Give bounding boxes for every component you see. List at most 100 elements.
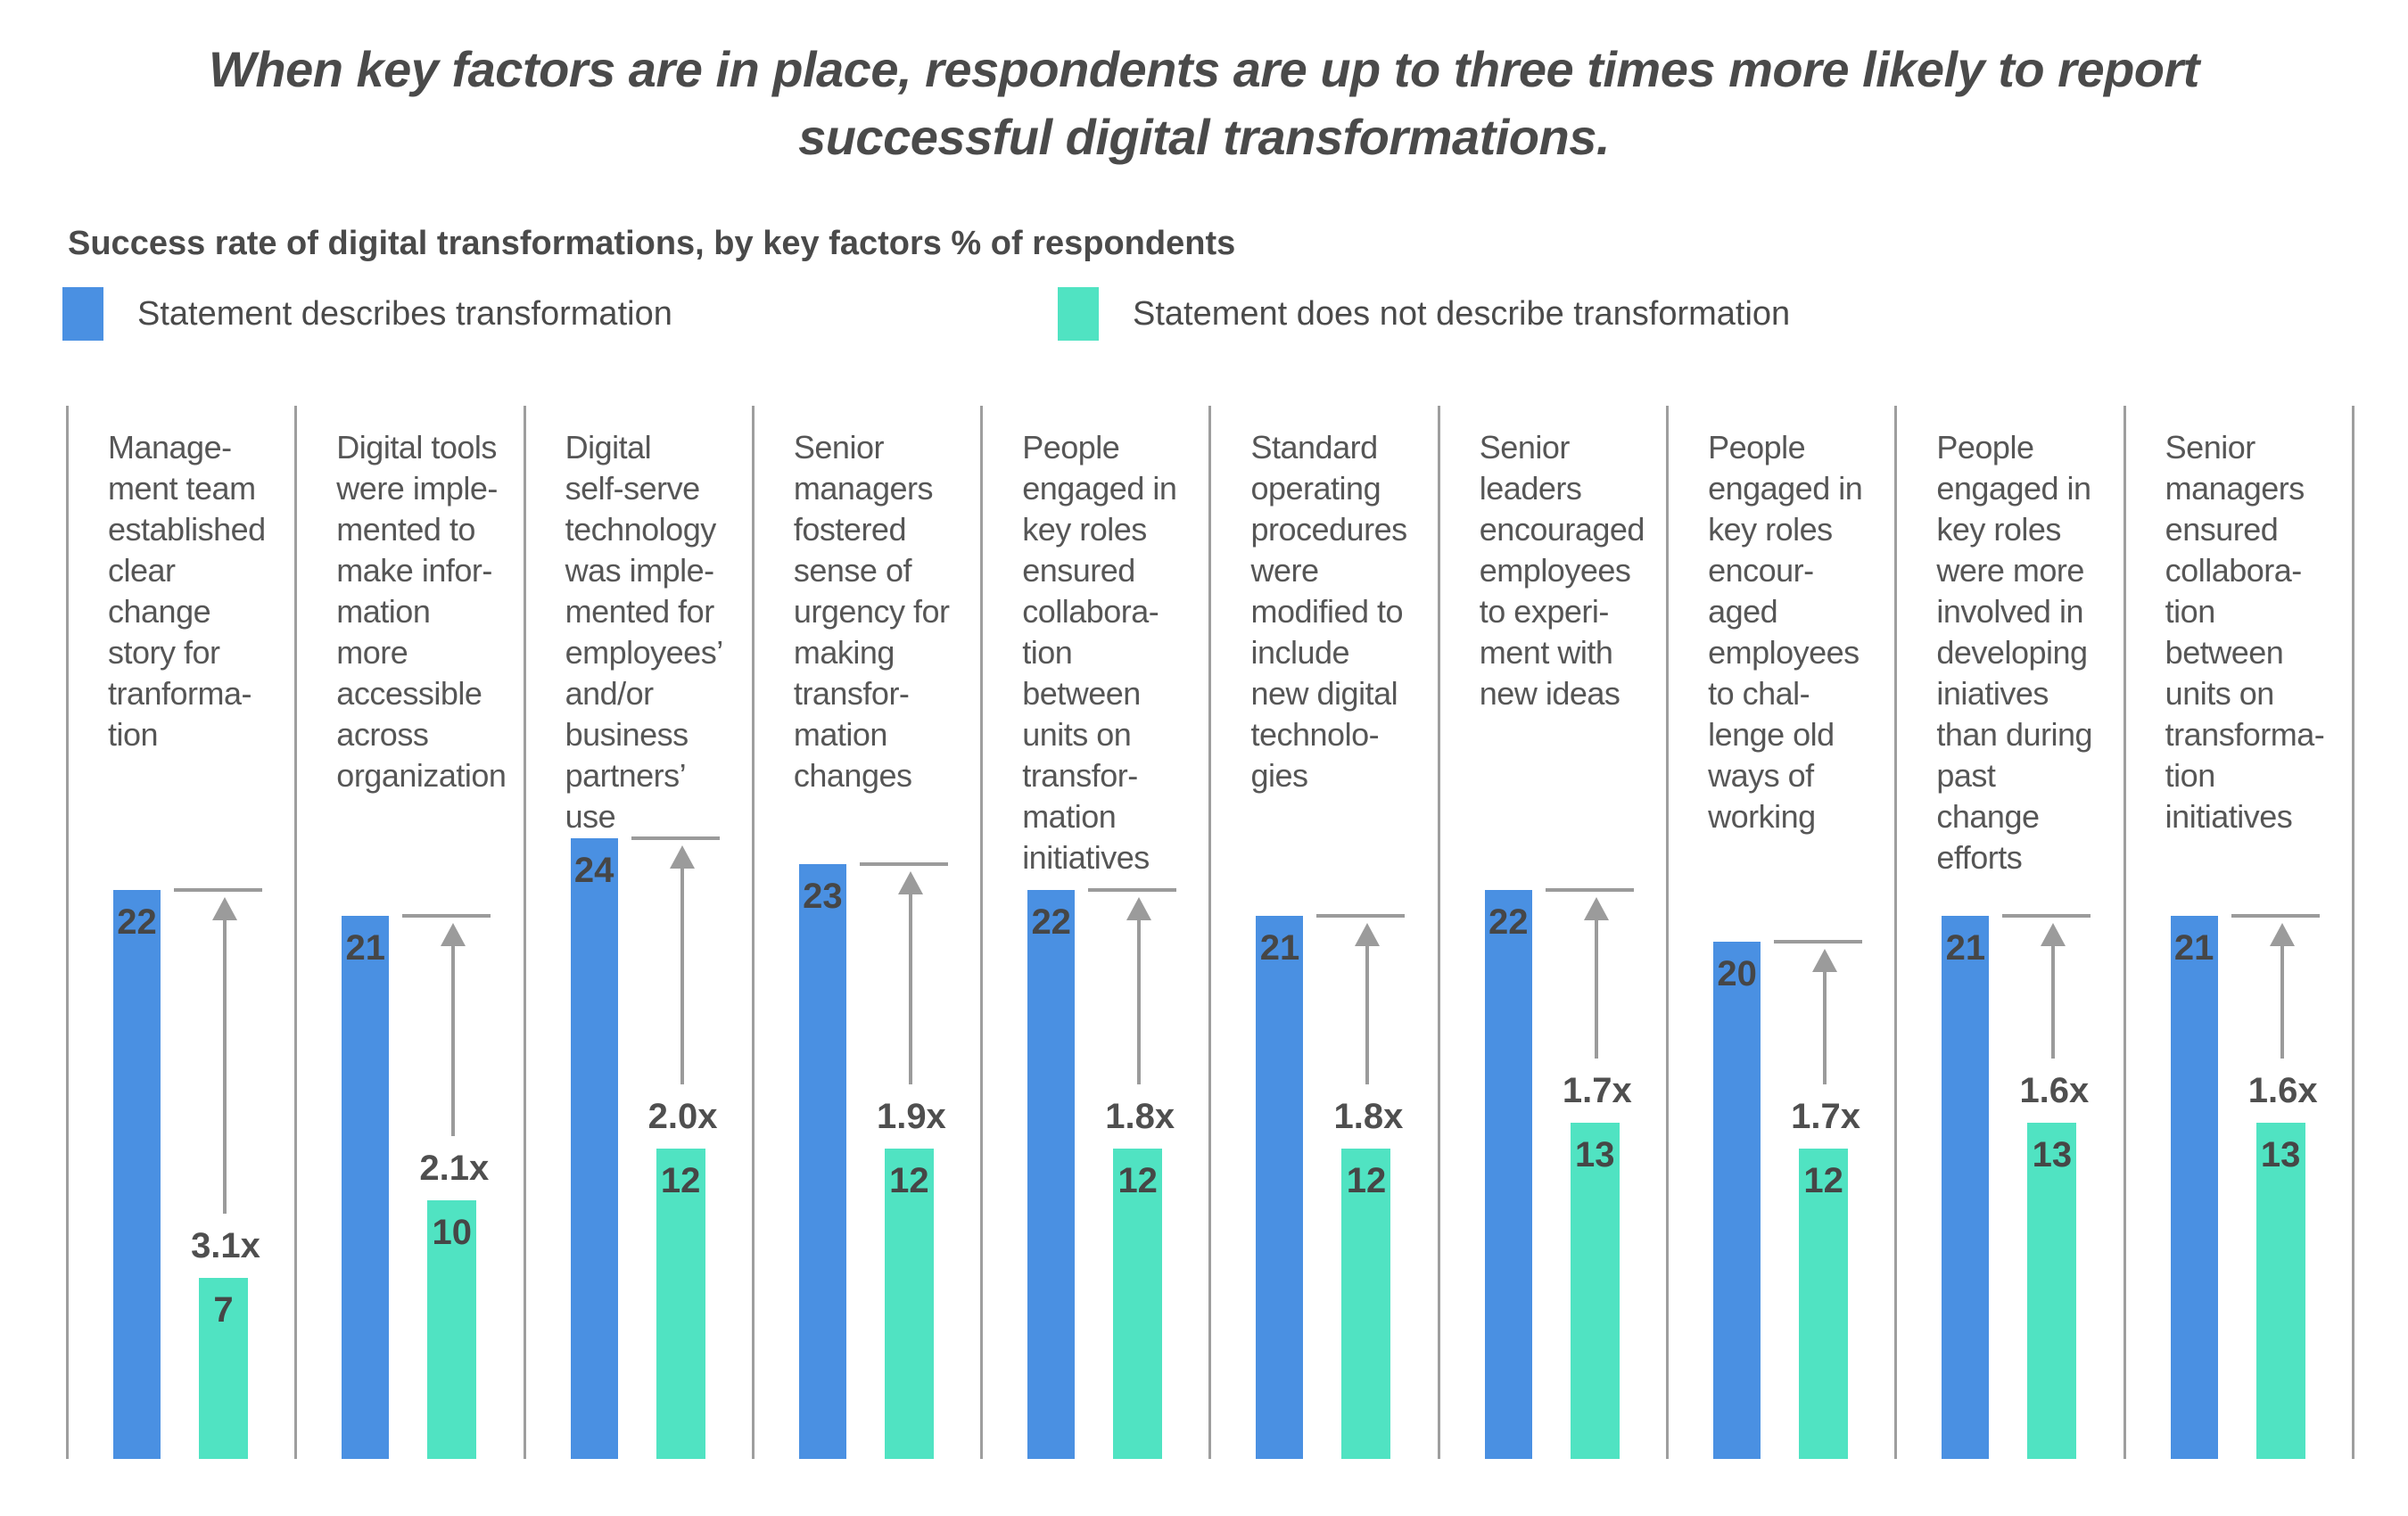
multiplier-arrow-shaft <box>680 865 684 1084</box>
legend-label-describes: Statement describes transformation <box>137 294 672 333</box>
category-label: Digital tools were imple- mented to make… <box>336 429 507 794</box>
multiplier-arrow-shaft <box>1137 917 1142 1084</box>
bar-statement-does-not-describe: 13 <box>2255 1123 2305 1459</box>
category-column-9: People engaged in key roles were more in… <box>1894 406 2123 1459</box>
multiplier-reference-line <box>174 888 262 892</box>
bar-statement-describes: 20 <box>1713 942 1761 1459</box>
category-label: People engaged in key roles encour- aged… <box>1708 429 1863 835</box>
category-label: Standard operating procedures were modif… <box>1250 429 1407 794</box>
category-column-4: Senior managers fostered sense of urgenc… <box>751 406 980 1459</box>
bar-value-describes: 20 <box>1717 954 1757 993</box>
legend-item-describes: Statement describes transformation <box>62 287 672 341</box>
bar-statement-does-not-describe: 12 <box>1113 1149 1163 1459</box>
category-column-8: People engaged in key roles encour- aged… <box>1666 406 1894 1459</box>
multiplier-arrow-head <box>212 897 237 920</box>
multiplier-arrow-shaft <box>1823 968 1827 1084</box>
category-label: Senior managers fostered sense of urgenc… <box>793 429 950 794</box>
bar-statement-describes: 22 <box>1484 890 1532 1459</box>
bar-value-describes: 21 <box>345 928 386 968</box>
bar-statement-does-not-describe: 10 <box>427 1200 477 1459</box>
multiplier-reference-line <box>402 914 491 918</box>
category-column-5: People engaged in key roles ensured coll… <box>980 406 1208 1459</box>
category-label: Digital self-serve technology was imple-… <box>565 429 724 835</box>
bar-statement-describes: 21 <box>2170 916 2218 1459</box>
multiplier-label: 3.1x <box>191 1226 260 1265</box>
category-label: People engaged in key roles ensured coll… <box>1022 429 1177 876</box>
multiplier-label: 1.9x <box>876 1097 946 1136</box>
multiplier-reference-line <box>1774 940 1863 943</box>
bar-value-does-not-describe: 12 <box>1803 1161 1843 1200</box>
multiplier-arrow-head <box>1126 897 1152 920</box>
multiplier-arrow-head <box>2041 923 2066 946</box>
chart-subtitle: Success rate of digital transformations,… <box>68 225 1236 262</box>
bar-value-does-not-describe: 13 <box>1575 1135 1615 1174</box>
bar-value-does-not-describe: 12 <box>660 1161 701 1200</box>
multiplier-arrow-head <box>1583 897 1609 920</box>
bar-value-describes: 21 <box>2173 928 2214 968</box>
bar-statement-describes: 22 <box>1027 890 1076 1459</box>
bar-value-does-not-describe: 13 <box>2260 1135 2301 1174</box>
multiplier-reference-line <box>2231 914 2320 918</box>
multiplier-label: 1.8x <box>1333 1097 1404 1136</box>
multiplier-reference-line <box>631 836 720 840</box>
bar-value-describes: 21 <box>1259 928 1300 968</box>
multiplier-label: 1.8x <box>1105 1097 1175 1136</box>
multiplier-label: 1.6x <box>2019 1071 2090 1110</box>
bar-statement-describes: 24 <box>570 838 618 1459</box>
multiplier-label: 2.1x <box>419 1149 490 1188</box>
category-column-3: Digital self-serve technology was imple-… <box>523 406 752 1459</box>
category-column-2: Digital tools were imple- mented to make… <box>294 406 523 1459</box>
multiplier-reference-line <box>2002 914 2091 918</box>
multiplier-arrow-head <box>897 871 923 894</box>
multiplier-arrow-shaft <box>1594 917 1598 1059</box>
category-label: Senior managers ensured collabora- tion … <box>2165 429 2325 835</box>
category-label: Senior leaders encouraged employees to e… <box>1479 429 1645 712</box>
multiplier-label: 1.7x <box>1562 1071 1632 1110</box>
multiplier-label: 1.6x <box>2247 1071 2318 1110</box>
bar-statement-describes: 21 <box>1942 916 1990 1459</box>
category-column-6: Standard operating procedures were modif… <box>1208 406 1437 1459</box>
multiplier-arrow-shaft <box>2051 943 2056 1059</box>
bar-chart: Manage- ment team established clear chan… <box>66 406 2354 1459</box>
multiplier-arrow-shaft <box>2280 943 2284 1059</box>
bar-statement-describes: 22 <box>113 890 161 1459</box>
multiplier-arrow-head <box>441 923 466 946</box>
multiplier-arrow-shaft <box>223 917 227 1214</box>
multiplier-reference-line <box>1316 914 1406 918</box>
bar-value-does-not-describe: 12 <box>1117 1161 1158 1200</box>
multiplier-reference-line <box>1545 888 1634 892</box>
legend-item-does-not-describe: Statement does not describe transformati… <box>1058 287 1790 341</box>
bar-value-does-not-describe: 12 <box>889 1161 929 1200</box>
multiplier-label: 1.7x <box>1791 1097 1860 1136</box>
category-column-1: Manage- ment team established clear chan… <box>66 406 294 1459</box>
bar-value-does-not-describe: 10 <box>432 1213 473 1252</box>
category-column-7: Senior leaders encouraged employees to e… <box>1437 406 1666 1459</box>
bar-statement-does-not-describe: 13 <box>1570 1123 1620 1459</box>
bar-statement-does-not-describe: 13 <box>2027 1123 2077 1459</box>
bar-value-does-not-describe: 7 <box>213 1290 234 1330</box>
bar-statement-describes: 23 <box>798 864 846 1459</box>
bar-value-describes: 21 <box>1945 928 1986 968</box>
multiplier-arrow-shaft <box>1365 943 1370 1084</box>
bar-statement-describes: 21 <box>1256 916 1304 1459</box>
multiplier-label: 2.0x <box>647 1097 718 1136</box>
bar-value-describes: 22 <box>1031 902 1071 942</box>
category-label: Manage- ment team established clear chan… <box>108 429 266 753</box>
bar-value-does-not-describe: 13 <box>2032 1135 2073 1174</box>
bar-statement-does-not-describe: 12 <box>1799 1149 1849 1459</box>
bar-value-describes: 22 <box>1489 902 1529 942</box>
multiplier-arrow-shaft <box>908 891 912 1084</box>
category-column-10: Senior managers ensured collabora- tion … <box>2123 406 2352 1459</box>
multiplier-arrow-head <box>1355 923 1381 946</box>
multiplier-arrow-head <box>2269 923 2295 946</box>
multiplier-reference-line <box>859 862 948 866</box>
legend-swatch-teal <box>1058 287 1099 341</box>
multiplier-arrow-head <box>1812 949 1838 972</box>
bar-value-describes: 24 <box>573 851 614 890</box>
bar-value-does-not-describe: 12 <box>1346 1161 1387 1200</box>
multiplier-reference-line <box>1088 888 1177 892</box>
legend-swatch-blue <box>62 287 103 341</box>
bar-statement-does-not-describe: 12 <box>884 1149 934 1459</box>
bar-statement-describes: 21 <box>342 916 390 1459</box>
